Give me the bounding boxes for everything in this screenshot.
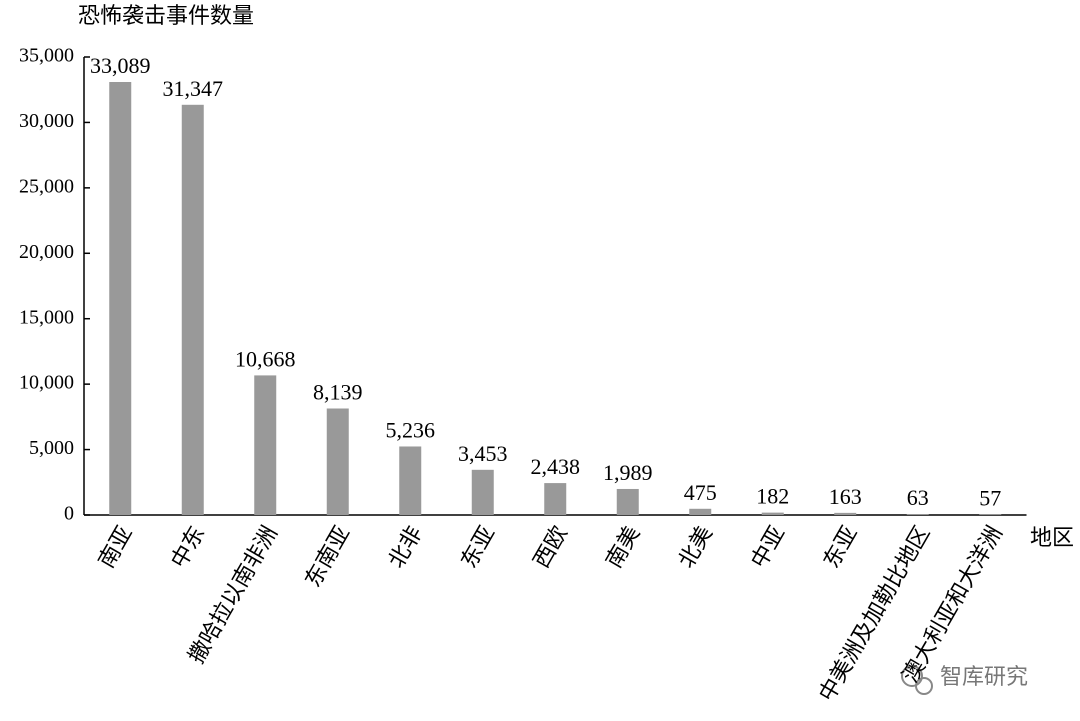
x-tick-label: 东南亚 bbox=[300, 522, 355, 592]
watermark-icon bbox=[915, 677, 933, 695]
y-tick-label: 20,000 bbox=[19, 241, 74, 263]
value-label: 1,989 bbox=[603, 460, 653, 485]
value-label: 3,453 bbox=[458, 441, 508, 466]
value-label: 163 bbox=[829, 484, 862, 509]
value-label: 5,236 bbox=[386, 418, 436, 443]
value-label: 10,668 bbox=[235, 346, 296, 371]
y-tick-label: 0 bbox=[64, 503, 74, 525]
bar bbox=[906, 514, 929, 515]
value-label: 182 bbox=[756, 484, 789, 509]
bar bbox=[254, 375, 277, 515]
value-label: 475 bbox=[684, 480, 717, 505]
y-tick-label: 30,000 bbox=[19, 110, 74, 132]
x-tick-label: 南亚 bbox=[93, 522, 137, 573]
watermark-text: 智库研究 bbox=[940, 665, 1028, 690]
bar bbox=[544, 483, 567, 515]
x-tick-label: 北非 bbox=[383, 522, 427, 573]
value-label: 31,347 bbox=[163, 76, 224, 101]
bar bbox=[979, 514, 1002, 515]
value-label: 8,139 bbox=[313, 380, 363, 405]
y-axis-title: 恐怖袭击事件数量 bbox=[78, 3, 254, 28]
bar bbox=[761, 512, 784, 515]
x-tick-label: 西欧 bbox=[528, 522, 572, 573]
bar bbox=[616, 488, 639, 515]
y-tick-label: 35,000 bbox=[19, 45, 74, 67]
bar bbox=[471, 469, 494, 515]
y-tick-label: 5,000 bbox=[29, 437, 74, 459]
x-tick-label: 南美 bbox=[601, 522, 645, 573]
x-tick-label: 中亚 bbox=[746, 522, 790, 573]
bar bbox=[834, 512, 857, 515]
y-tick-label: 10,000 bbox=[19, 372, 74, 394]
y-tick-label: 25,000 bbox=[19, 175, 74, 197]
x-tick-label: 中东 bbox=[166, 522, 210, 573]
x-tick-label: 东亚 bbox=[818, 522, 862, 573]
bar bbox=[326, 408, 349, 515]
bar bbox=[181, 104, 204, 515]
watermark-icon bbox=[901, 665, 923, 687]
bar bbox=[399, 446, 422, 515]
value-label: 33,089 bbox=[90, 53, 151, 78]
watermark: 智库研究 bbox=[901, 665, 1028, 695]
value-label: 2,438 bbox=[531, 454, 581, 479]
y-tick-label: 15,000 bbox=[19, 306, 74, 328]
x-axis-title: 地区 bbox=[1030, 525, 1074, 550]
x-tick-label: 北美 bbox=[673, 522, 717, 573]
value-label: 57 bbox=[979, 485, 1001, 510]
x-tick-label: 东亚 bbox=[456, 522, 500, 573]
bar bbox=[689, 508, 712, 515]
bar bbox=[109, 82, 132, 515]
value-label: 63 bbox=[907, 485, 929, 510]
